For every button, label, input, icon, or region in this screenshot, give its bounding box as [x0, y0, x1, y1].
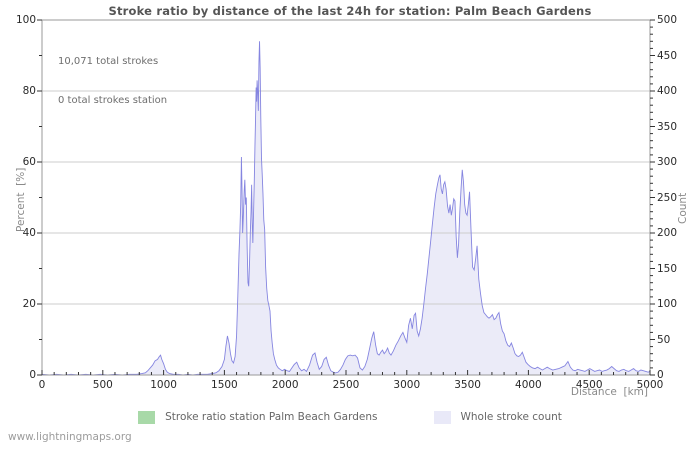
whole-count-legend-label: Whole stroke count — [460, 411, 562, 423]
watermark-link[interactable]: www.lightningmaps.org — [8, 431, 132, 443]
x-tick-label: 1500 — [211, 379, 238, 391]
left-tick-label: 0 — [29, 369, 36, 381]
right-axis-title: Count — [677, 192, 689, 224]
x-axis-title: Distance [km] — [570, 386, 648, 398]
right-tick-label: 500 — [657, 14, 678, 26]
x-tick-label: 5000 — [636, 379, 664, 391]
whole-count-swatch-icon — [433, 410, 451, 424]
legend-item-whole-count: Whole stroke count — [433, 410, 562, 424]
legend: Stroke ratio station Palm Beach Gardens … — [0, 407, 700, 427]
x-tick-label: 2000 — [271, 379, 299, 391]
left-tick-label: 40 — [22, 227, 36, 239]
right-tick-label: 50 — [657, 333, 671, 346]
stroke-ratio-legend-label: Stroke ratio station Palm Beach Gardens — [165, 411, 378, 423]
right-tick-label: 400 — [657, 85, 678, 97]
left-axis-title: Percent [%] — [15, 167, 27, 232]
right-tick-label: 150 — [657, 262, 678, 275]
station-strokes-line: 0 total strokes station — [58, 95, 168, 106]
left-tick-label: 80 — [22, 85, 36, 97]
right-tick-label: 200 — [657, 227, 678, 239]
total-strokes-line: 10,071 total strokes — [58, 56, 159, 67]
x-tick-label: 0 — [38, 379, 46, 391]
x-tick-label: 1000 — [150, 379, 177, 391]
legend-item-stroke-ratio: Stroke ratio station Palm Beach Gardens — [138, 410, 378, 424]
right-tick-label: 100 — [657, 298, 678, 310]
x-tick-label: 2500 — [332, 379, 360, 391]
right-tick-label: 0 — [657, 369, 664, 381]
left-tick-label: 60 — [22, 156, 36, 168]
left-tick-label: 100 — [15, 14, 36, 26]
x-tick-label: 4500 — [575, 379, 603, 391]
total-strokes-annotation: 10,071 total strokes 0 total strokes sta… — [58, 29, 167, 133]
right-tick-label: 450 — [657, 49, 678, 62]
left-tick-label: 20 — [22, 298, 36, 310]
right-tick-label: 350 — [657, 120, 678, 133]
right-tick-label: 250 — [657, 191, 678, 204]
stroke-ratio-swatch-icon — [138, 410, 156, 424]
x-tick-label: 500 — [92, 379, 113, 391]
chart-title: Stroke ratio by distance of the last 24h… — [108, 4, 592, 18]
x-tick-label: 3500 — [454, 379, 481, 391]
right-tick-label: 300 — [657, 156, 678, 168]
x-tick-label: 3000 — [393, 379, 421, 391]
x-tick-label: 4000 — [515, 379, 542, 391]
